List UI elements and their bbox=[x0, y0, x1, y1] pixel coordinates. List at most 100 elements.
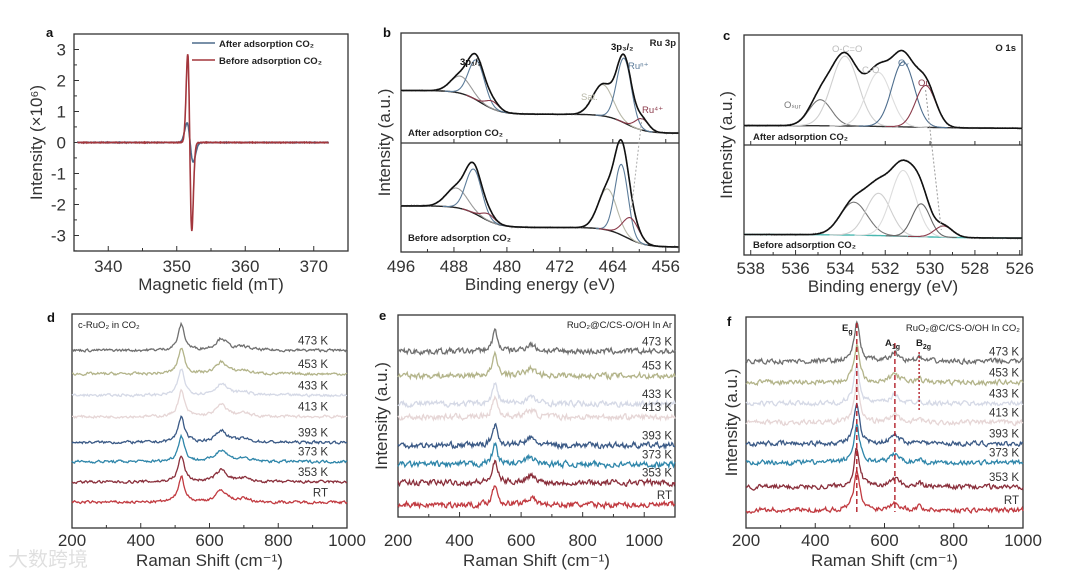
panel-c: c 538 536 534 532 530 528 526 Binding energy (eV… bbox=[717, 28, 1034, 296]
temperature-label: 393 K bbox=[989, 429, 1019, 441]
spectrum-line-1 bbox=[397, 350, 676, 381]
corner-label: Ru 3p bbox=[650, 38, 677, 49]
mode-subscript: 2g bbox=[923, 344, 931, 351]
temperature-label: 373 K bbox=[642, 449, 672, 461]
x-tick-label: 1000 bbox=[1004, 531, 1042, 550]
peak-annotation: Sat. bbox=[581, 92, 598, 103]
temperature-label: 413 K bbox=[642, 402, 672, 414]
subplot-label: After adsorption CO₂ bbox=[408, 128, 503, 139]
fit-component-0 bbox=[800, 201, 908, 237]
x-tick-label: 800 bbox=[568, 531, 596, 550]
mode-label: Eg bbox=[842, 323, 853, 336]
x-tick-label: 600 bbox=[195, 531, 223, 550]
panel-letter: d bbox=[47, 310, 55, 325]
temperature-label: 373 K bbox=[989, 448, 1019, 460]
fit-component-2 bbox=[829, 71, 928, 128]
mode-subscript: 1g bbox=[892, 344, 900, 351]
corner-label: O 1s bbox=[995, 43, 1016, 54]
spectrum-line-4 bbox=[745, 402, 1024, 448]
y-axis-title: Intensity (a.u.) bbox=[375, 89, 394, 197]
fit-component-2 bbox=[854, 169, 953, 238]
fit-component-1 bbox=[829, 192, 928, 238]
x-tick-label: 530 bbox=[916, 259, 944, 278]
mode-label: B2g bbox=[916, 338, 931, 351]
peak-annotation: Oᵥ bbox=[898, 58, 909, 69]
envelope-fit-line bbox=[744, 49, 1022, 130]
spectrum-line-5 bbox=[397, 441, 676, 470]
spectrum-line-3 bbox=[745, 380, 1024, 427]
fit-component-4 bbox=[595, 163, 648, 246]
x-tick-label: 200 bbox=[58, 531, 86, 550]
x-tick-label: 534 bbox=[826, 259, 854, 278]
temperature-label: 453 K bbox=[989, 367, 1019, 379]
envelope-fit-line bbox=[401, 52, 679, 134]
temperature-label: 433 K bbox=[989, 389, 1019, 401]
fit-component-3 bbox=[885, 203, 957, 239]
spectrum-line-5 bbox=[745, 421, 1024, 467]
x-axis-title: Raman Shift (cm⁻¹) bbox=[811, 551, 958, 570]
x-tick-label: 340 bbox=[94, 257, 122, 276]
x-tick-label: 370 bbox=[300, 257, 328, 276]
spectrum-line-3 bbox=[397, 394, 676, 422]
temperature-label: 433 K bbox=[298, 380, 328, 392]
legend-entry: Before adsorption CO₂ bbox=[219, 56, 322, 67]
peak-annotation: O-C=O bbox=[832, 44, 862, 55]
y-tick-label: -1 bbox=[51, 165, 66, 184]
x-tick-label: 360 bbox=[231, 257, 259, 276]
fit-component-5 bbox=[599, 217, 663, 248]
spectrum-line-7 bbox=[397, 485, 676, 510]
temperature-label: 433 K bbox=[642, 389, 672, 401]
mode-symbol: E bbox=[842, 323, 848, 334]
x-axis-title: Magnetic field (mT) bbox=[138, 275, 283, 294]
x-tick-label: 400 bbox=[445, 531, 473, 550]
subplot-label: Before adsorption CO₂ bbox=[408, 233, 511, 244]
fit-component-3 bbox=[858, 61, 948, 129]
subplot-label: Before adsorption CO₂ bbox=[753, 240, 856, 251]
spectrum-line-6 bbox=[745, 447, 1024, 491]
x-tick-label: 532 bbox=[871, 259, 899, 278]
subplot-label: After adsorption CO₂ bbox=[753, 132, 848, 143]
panel-letter: a bbox=[46, 25, 54, 40]
spectrum-line-1 bbox=[72, 347, 348, 377]
x-tick-label: 800 bbox=[940, 531, 968, 550]
x-axis-title: Raman Shift (cm⁻¹) bbox=[463, 551, 610, 570]
peak-annotation: Oₛᵤᵣ bbox=[784, 100, 802, 111]
temperature-label: 453 K bbox=[298, 359, 328, 371]
x-tick-label: 536 bbox=[781, 259, 809, 278]
x-tick-label: 538 bbox=[737, 259, 765, 278]
temperature-label: 393 K bbox=[298, 427, 328, 439]
spectrum-line-0 bbox=[397, 327, 676, 356]
peak-annotation: C-O bbox=[862, 65, 879, 76]
panel-f: f 200 400 600 800 1000 Raman Shift (cm⁻¹) Inten… bbox=[722, 314, 1042, 570]
spectrum-line-2 bbox=[745, 363, 1024, 408]
temperature-label: 473 K bbox=[298, 335, 328, 347]
spectrum-line-0 bbox=[71, 321, 348, 353]
mode-symbol: B bbox=[916, 338, 923, 349]
x-tick-label: 496 bbox=[387, 257, 415, 276]
x-tick-label: 400 bbox=[801, 531, 829, 550]
peak-annotation: Oʟ bbox=[918, 78, 929, 89]
panel-letter: e bbox=[379, 308, 386, 323]
y-tick-label: -2 bbox=[51, 196, 66, 215]
spectrum-line-7 bbox=[745, 470, 1024, 515]
y-tick-label: 2 bbox=[57, 72, 66, 91]
fit-component-3 bbox=[570, 188, 645, 245]
mode-subscript: g bbox=[848, 329, 852, 336]
x-tick-label: 464 bbox=[599, 257, 627, 276]
watermark: 大数跨境 bbox=[8, 547, 88, 571]
spectrum-line-6 bbox=[397, 459, 676, 488]
temperature-label: 413 K bbox=[298, 402, 328, 414]
x-tick-label: 200 bbox=[384, 531, 412, 550]
peak-annotation: 3p₁/₂ bbox=[460, 57, 482, 68]
temperature-label: RT bbox=[657, 490, 672, 502]
spectrum-line-4 bbox=[71, 415, 348, 445]
x-tick-label: 600 bbox=[507, 531, 535, 550]
peak-annotation: 3p₃/₂ bbox=[611, 42, 633, 53]
spectrum-line-2 bbox=[397, 381, 676, 409]
peak-annotation: Ru⁴⁺ bbox=[642, 105, 663, 116]
panel-b: b 496 488 480 472 464 456 Binding energy (eV) In… bbox=[375, 25, 680, 294]
panel-letter: b bbox=[383, 25, 391, 40]
x-axis-title: Binding energy (eV) bbox=[808, 277, 958, 296]
temperature-label: 393 K bbox=[642, 430, 672, 442]
